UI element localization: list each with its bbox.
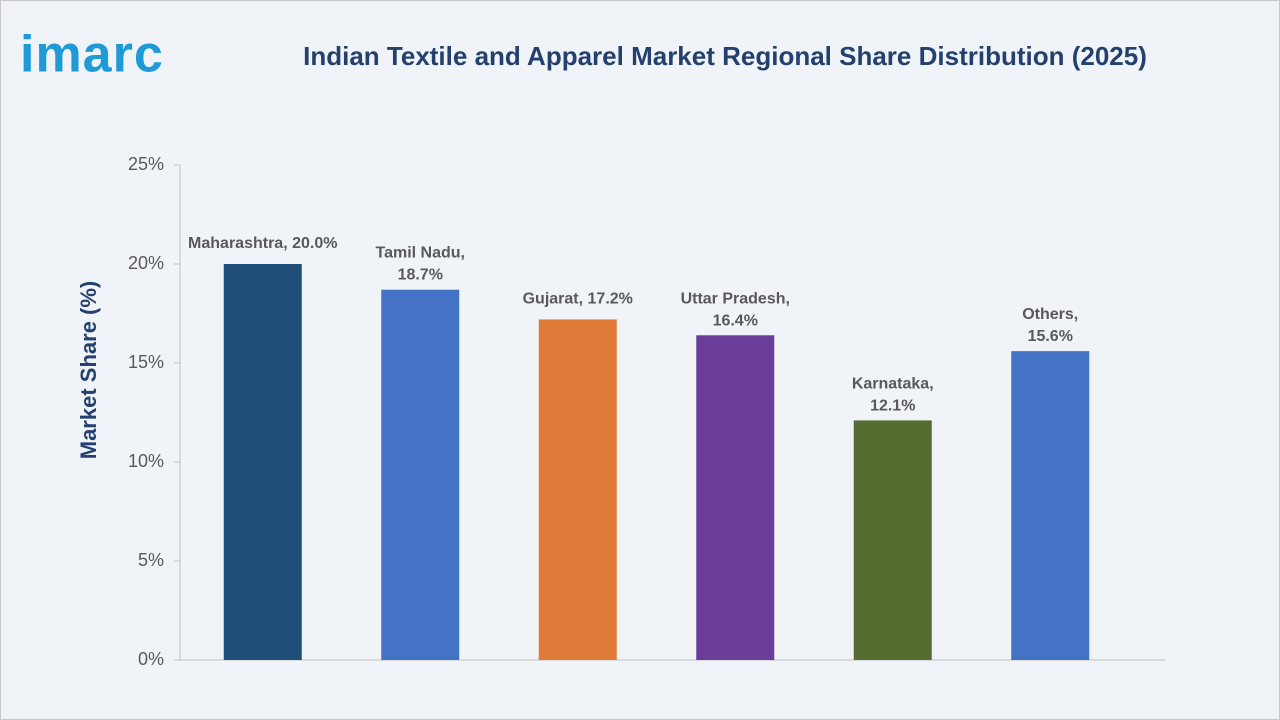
bar <box>538 319 617 660</box>
data-label: Maharashtra, 20.0% <box>188 235 337 252</box>
data-label: Uttar Pradesh, 16.4% <box>681 290 790 329</box>
bar <box>1011 351 1090 660</box>
data-label: Karnataka, 12.1% <box>852 376 934 415</box>
bar <box>223 264 302 660</box>
y-tick-label: 20% <box>128 253 164 273</box>
chart-title: Indian Textile and Apparel Market Region… <box>303 41 1147 71</box>
data-label: Tamil Nadu, 18.7% <box>376 245 466 284</box>
y-tick-label: 5% <box>138 550 164 570</box>
y-axis-label: Market Share (%) <box>76 281 101 460</box>
y-tick-label: 10% <box>128 451 164 471</box>
bar <box>853 420 932 660</box>
bar <box>696 335 775 660</box>
y-tick-label: 0% <box>138 649 164 669</box>
logo: imarc <box>20 26 164 84</box>
bar <box>381 289 460 660</box>
data-label: Others, 15.6% <box>1022 306 1078 345</box>
y-tick-label: 25% <box>128 154 164 174</box>
y-tick-label: 15% <box>128 352 164 372</box>
data-label: Gujarat, 17.2% <box>523 291 633 308</box>
